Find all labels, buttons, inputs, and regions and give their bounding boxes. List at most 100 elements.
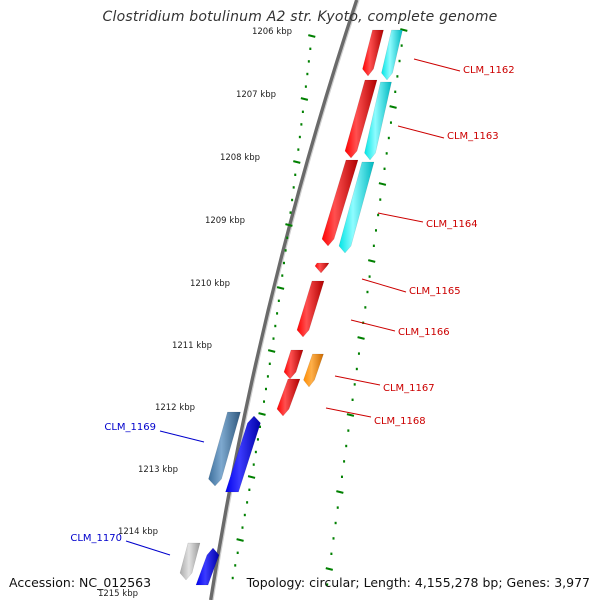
gene-clm-1170-gray[interactable] — [179, 542, 201, 581]
label-connector — [159, 430, 205, 443]
accession-text: Accession: NC_012563 — [9, 575, 152, 590]
label-connectors — [125, 58, 461, 556]
ruler-label: 1214 kbp — [118, 527, 158, 537]
ruler-right-dot — [400, 44, 403, 47]
genome-backbone-highlight — [212, 0, 360, 601]
gene-clm-1163-cyan[interactable] — [364, 81, 392, 161]
ruler-label: 1208 kbp — [220, 153, 260, 163]
genome-title: Clostridium botulinum A2 str. Kyoto, com… — [102, 9, 498, 25]
ruler-right-dot — [340, 475, 343, 478]
ruler-left-dot — [268, 362, 271, 365]
ruler-left-dot — [274, 324, 277, 328]
ruler-left-dot — [289, 211, 292, 214]
label-connector — [125, 540, 171, 556]
gene-clm-1167-orange[interactable] — [303, 353, 324, 388]
ruler-left-major-tick — [276, 286, 285, 290]
gene-clm-1168[interactable] — [276, 378, 301, 417]
ruler-left-dot — [300, 123, 303, 126]
gene-label-clm-1165[interactable]: CLM_1165 — [409, 286, 461, 297]
ruler-right-dot — [347, 429, 350, 432]
gene-clm-1162[interactable] — [362, 29, 384, 77]
ruler-right-dot — [353, 383, 356, 386]
gene-clm-1164[interactable] — [321, 159, 359, 247]
gene-label-clm-1166[interactable]: CLM_1166 — [398, 327, 450, 338]
ruler-label: 1211 kbp — [172, 341, 212, 351]
ruler-right-dot — [326, 583, 329, 586]
ruler-left-major-tick — [267, 349, 276, 353]
ruler-label: 1206 kbp — [252, 27, 292, 37]
ruler-left-major-tick — [285, 223, 293, 227]
ruler-right-dot — [387, 136, 390, 140]
ruler-right — [325, 28, 408, 586]
label-connector — [397, 125, 445, 139]
genome-summary-text: Topology: circular; Length: 4,155,278 bp… — [246, 575, 590, 590]
gene-clm-1167[interactable] — [283, 349, 304, 380]
ruler-left-dot — [236, 551, 239, 554]
label-connector — [413, 58, 461, 72]
ruler-left-dot — [241, 526, 244, 529]
gene-clm-1163[interactable] — [344, 79, 378, 159]
gene-label-clm-1168[interactable]: CLM_1168 — [374, 416, 426, 427]
ruler-left-major-tick — [258, 412, 266, 416]
ruler-label: 1209 kbp — [205, 216, 245, 226]
ruler-right-major-tick — [336, 490, 344, 494]
ruler-label: 1213 kbp — [138, 465, 178, 475]
ruler-left-dot — [264, 387, 267, 391]
ruler-right-dot — [398, 59, 401, 63]
ruler-right-dot — [385, 152, 388, 155]
gene-clm-1169-steel[interactable] — [208, 411, 241, 487]
ruler-left-major-tick — [308, 34, 316, 38]
gene-clm-1164-cyan[interactable] — [338, 161, 375, 254]
ruler-right-dot — [383, 167, 386, 170]
gene-clm-1165[interactable] — [314, 262, 330, 274]
ruler-left-dot — [294, 173, 297, 176]
ruler-right-major-tick — [400, 28, 408, 32]
ruler-label: 1210 kbp — [190, 279, 230, 289]
gene-clm-1169[interactable] — [225, 415, 261, 493]
ruler-right-major-tick — [367, 259, 376, 263]
ruler-left-dot — [291, 198, 294, 202]
gene-clm-1166[interactable] — [296, 280, 325, 338]
ruler-left-dot — [266, 375, 269, 378]
ruler-right-dot — [334, 521, 337, 525]
ruler-right-major-tick — [378, 182, 387, 186]
gene-label-clm-1169[interactable]: CLM_1169 — [104, 422, 156, 433]
ruler-right-major-tick — [357, 336, 365, 340]
ruler-left-dot — [304, 85, 307, 88]
ruler-left-dot — [272, 337, 275, 340]
ruler-right-dot — [379, 198, 382, 201]
ruler-label: 1215 kbp — [98, 589, 138, 599]
gene-label-clm-1170[interactable]: CLM_1170 — [70, 533, 122, 544]
ruler-right-dot — [332, 537, 335, 540]
label-connector — [350, 319, 396, 332]
ruler-left-dot — [284, 249, 287, 252]
ruler-left-dot — [292, 186, 295, 189]
gene-clm-1162-cyan[interactable] — [381, 29, 403, 81]
label-connector — [377, 212, 424, 223]
ruler-left-dot — [276, 312, 279, 315]
ruler-left-dot — [297, 148, 300, 151]
gene-label-clm-1164[interactable]: CLM_1164 — [426, 219, 478, 230]
gene-clm-1170[interactable] — [195, 547, 220, 586]
ruler-left-dot — [277, 299, 280, 302]
ruler-left-dot — [259, 425, 262, 428]
ruler-right-major-tick — [325, 567, 334, 571]
gene-label-clm-1162[interactable]: CLM_1162 — [463, 65, 515, 76]
ruler-left-dot — [243, 513, 246, 517]
ruler-right-dot — [372, 244, 375, 247]
ruler-right-dot — [366, 290, 369, 294]
ruler-left-major-tick — [247, 475, 256, 479]
ruler-left-dot — [246, 501, 249, 504]
ruler-right-dot — [355, 367, 358, 371]
label-connector — [361, 278, 407, 293]
ruler-label: 1207 kbp — [236, 90, 276, 100]
gene-label-clm-1167[interactable]: CLM_1167 — [383, 383, 435, 394]
ruler-left-dot — [307, 60, 310, 63]
ruler-left-dot — [309, 47, 312, 50]
ruler-left-dot — [256, 438, 259, 441]
gene-label-clm-1163[interactable]: CLM_1163 — [447, 131, 499, 142]
ruler-right-dot — [330, 552, 333, 555]
ruler-right-major-tick — [389, 105, 397, 109]
ruler-right-dot — [351, 398, 354, 401]
